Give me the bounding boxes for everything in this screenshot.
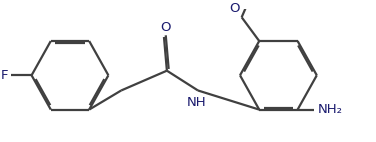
Text: NH: NH <box>186 96 206 109</box>
Text: F: F <box>0 69 8 82</box>
Text: O: O <box>229 2 240 15</box>
Text: NH₂: NH₂ <box>318 103 343 116</box>
Text: O: O <box>161 21 171 34</box>
